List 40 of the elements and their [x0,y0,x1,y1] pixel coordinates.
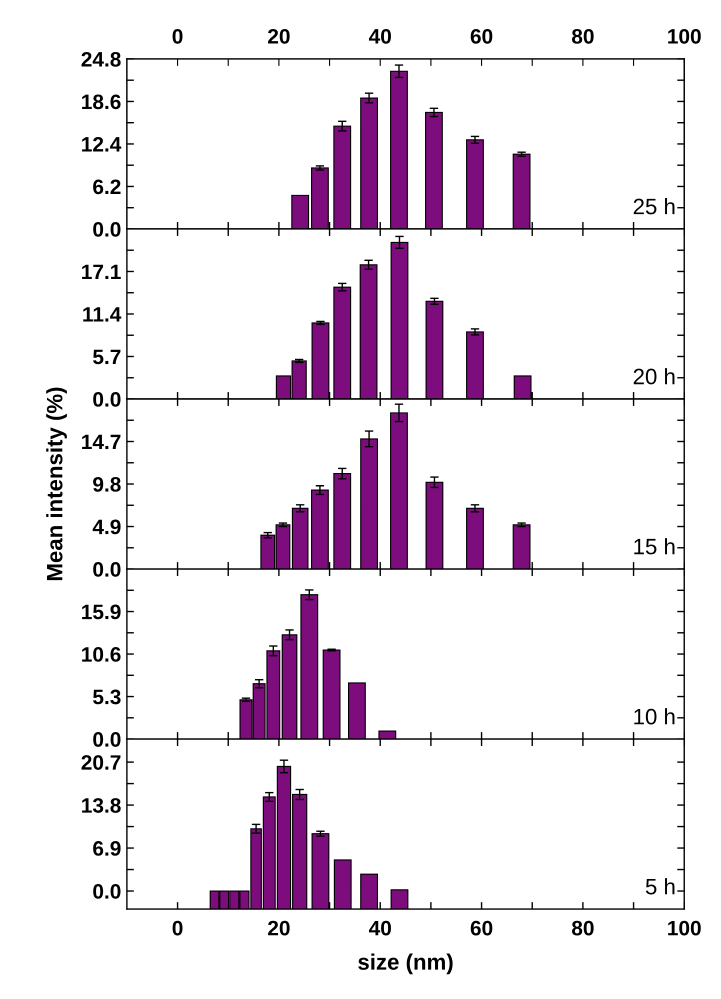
y-tick-label: 15.9 [82,604,121,620]
y-tick-label: 6.9 [93,841,121,856]
y-tick-label: 11.4 [83,307,122,322]
y-tick-label: 6.2 [93,179,121,194]
y-tick-label: 13.8 [82,798,121,813]
annotation: 5 h [646,878,674,894]
x2-tick-label: 0 [172,28,182,44]
y-tick-label: 4.9 [92,520,121,534]
y-axis-title: Mean intensity (%) [46,388,67,580]
x-tick-label: 0 [172,920,182,936]
annotation: 25 h [634,198,674,214]
y-tick-label: 0.0 [93,392,120,407]
x2-tick-label: 80 [572,28,594,44]
y-tick-label: 9.8 [93,477,121,492]
x-tick-label: 20 [268,920,290,936]
y-tick-label: 17.1 [82,264,121,280]
x-tick-label: 40 [368,920,391,936]
y-tick-label: 0.0 [93,562,120,577]
y-tick-label: 10.6 [82,647,121,662]
annotation: 15 h [634,538,674,554]
x-tick-label: 100 [668,920,701,936]
y-tick-label: 20.7 [82,755,120,770]
y-tick-label: 5.3 [93,690,121,704]
x-tick-label: 80 [572,920,594,936]
x-axis-title: size (nm) [358,954,453,974]
y-tick-label: 0.0 [93,732,120,747]
y-tick-label: 24.8 [82,52,121,67]
x-tick-label: 60 [470,920,492,936]
x2-tick-label: 100 [668,28,701,44]
annotation: 20 h [634,368,674,384]
x2-tick-label: 40 [368,28,391,44]
y-tick-label: 12.4 [82,136,122,152]
x2-tick-label: 20 [268,28,290,44]
y-tick-label: 0.0 [93,222,120,237]
x2-tick-label: 60 [470,28,492,44]
y-tick-label: 14.7 [82,434,120,450]
y-tick-label: 0.0 [93,884,120,899]
y-tick-label: 18.6 [82,94,121,110]
annotation: 10 h [634,708,674,724]
y-tick-label: 5.7 [93,350,120,364]
